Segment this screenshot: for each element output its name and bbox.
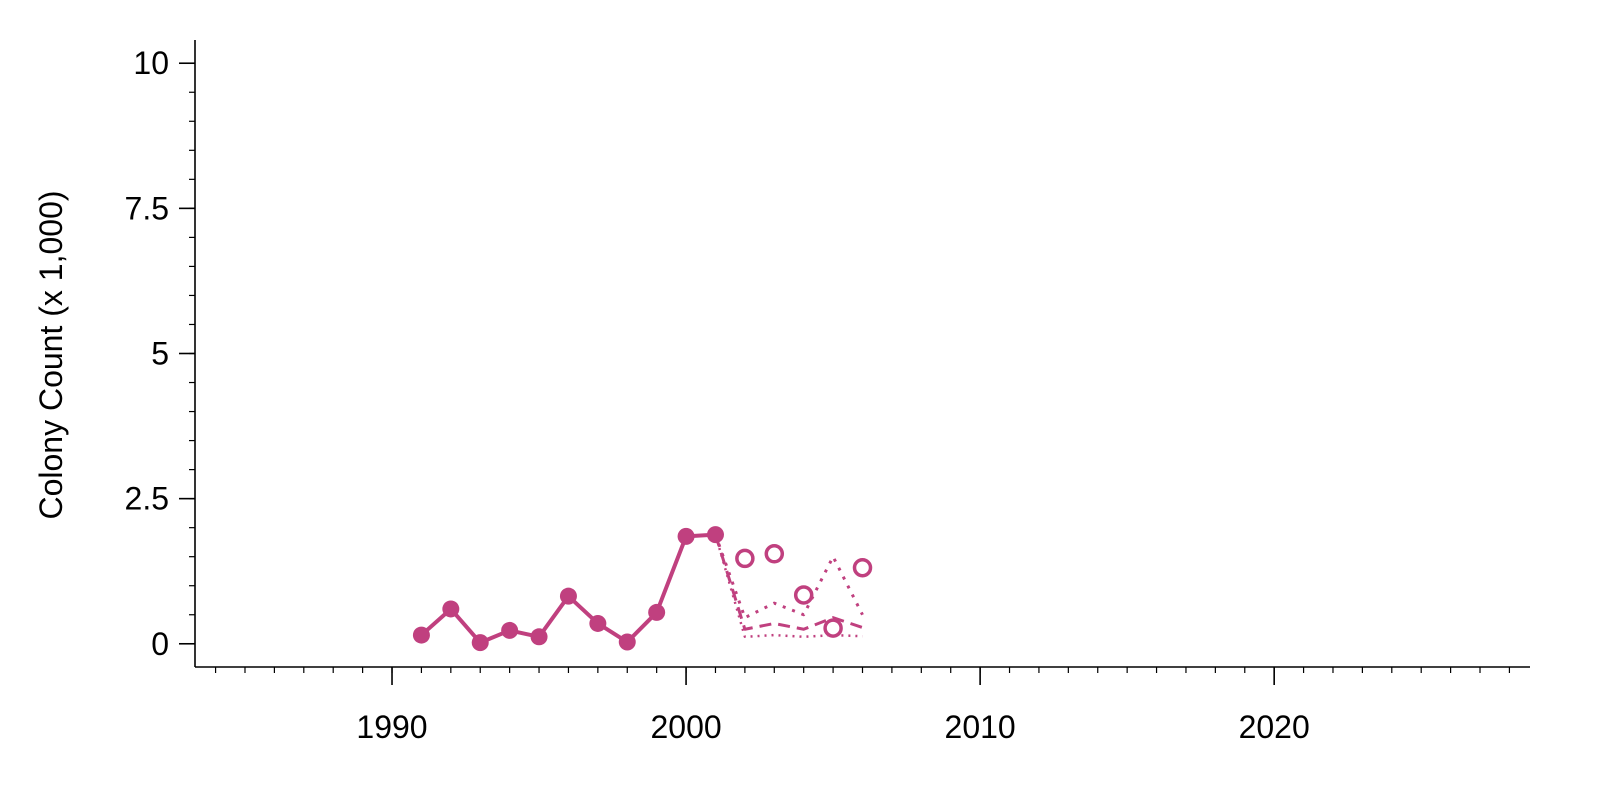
data-point-observed: [677, 527, 695, 545]
data-point-observed: [412, 626, 430, 644]
data-point-observed: [442, 600, 460, 618]
x-tick-label: 2000: [650, 709, 721, 745]
data-point-open: [852, 557, 873, 578]
data-point-open: [823, 618, 843, 638]
data-point-observed: [501, 621, 519, 639]
data-point-open: [735, 548, 755, 569]
x-tick-label: 2020: [1239, 709, 1310, 745]
series-line-dashed: [714, 534, 863, 631]
y-axis-title: Colony Count (x 1,000): [33, 190, 69, 519]
y-tick-label: 10: [133, 45, 169, 81]
data-point-observed: [471, 634, 489, 652]
data-point-observed: [618, 633, 636, 651]
data-point-open: [793, 585, 814, 605]
ticks: [179, 62, 1511, 685]
y-tick-label: 5: [151, 336, 169, 372]
series-layer: [412, 526, 873, 652]
y-tick-label: 2.5: [125, 481, 169, 517]
y-tick-label: 0: [151, 626, 169, 662]
data-point-observed: [706, 526, 724, 544]
tick-labels: 0 2.5 5 7.5 10 1990 2000 2010 2020: [125, 45, 1310, 745]
data-point-observed: [530, 628, 548, 646]
series-line-dotted: [714, 534, 864, 620]
data-point-observed: [648, 603, 666, 621]
data-point-observed: [559, 587, 577, 605]
data-point-open: [764, 544, 785, 564]
x-tick-label: 1990: [356, 709, 427, 745]
y-tick-label: 7.5: [125, 190, 169, 226]
x-tick-label: 2010: [945, 709, 1016, 745]
data-point-observed: [589, 614, 607, 632]
